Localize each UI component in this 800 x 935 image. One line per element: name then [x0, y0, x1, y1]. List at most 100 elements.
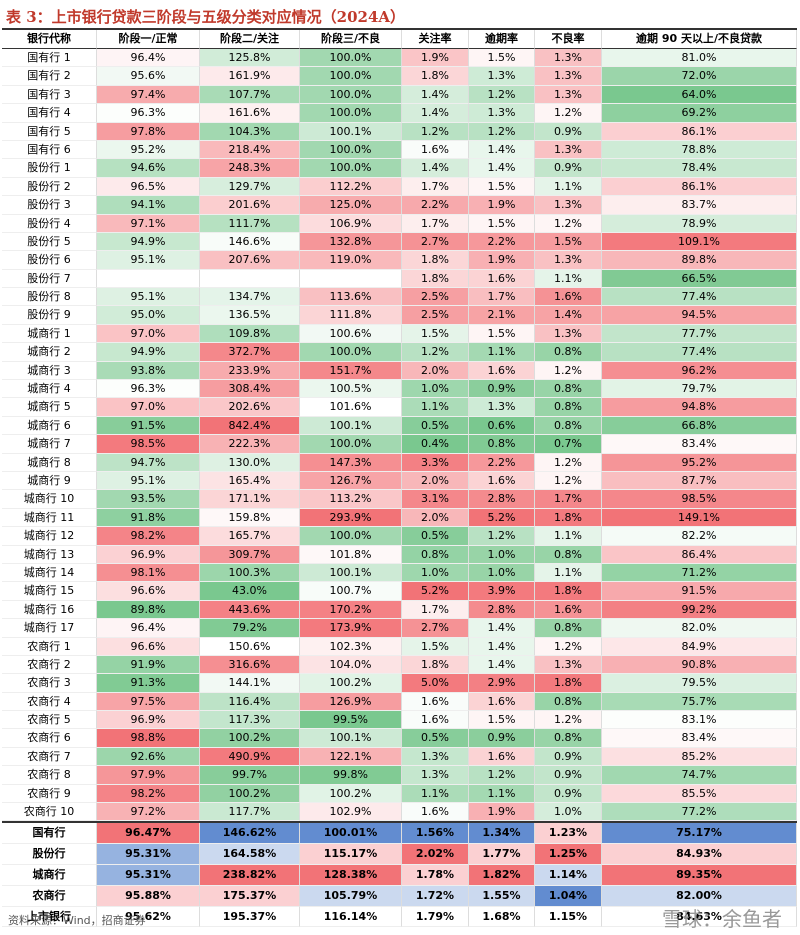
value-cell: 100.01%: [300, 823, 402, 845]
value-cell: 1.25%: [535, 844, 602, 865]
value-cell: 0.9%: [469, 380, 535, 399]
data-row: 农商行 10 97.2% 117.7% 102.9% 1.6% 1.9% 1.0% 77.2%: [2, 803, 797, 822]
bank-name: 股份行 2: [2, 177, 97, 197]
value-cell: 1.4%: [469, 619, 535, 638]
bank-name: 农商行 7: [2, 747, 97, 767]
value-cell: 2.5%: [402, 306, 469, 325]
value-cell: 1.1%: [535, 563, 602, 583]
value-cell: 96.9%: [97, 711, 200, 730]
value-cell: 248.3%: [200, 159, 300, 178]
data-row: 城商行 7 98.5% 222.3% 100.0% 0.4% 0.8% 0.7% 83.4%: [2, 435, 797, 454]
value-cell: 85.5%: [602, 784, 797, 804]
value-cell: 2.8%: [469, 490, 535, 509]
value-cell: 2.9%: [469, 674, 535, 693]
value-cell: 100.0%: [300, 104, 402, 123]
bank-name: 农商行 10: [2, 803, 97, 822]
value-cell: 0.8%: [535, 398, 602, 417]
value-cell: 1.3%: [402, 747, 469, 767]
value-cell: 1.1%: [402, 784, 469, 804]
value-cell: 0.7%: [535, 435, 602, 454]
value-cell: 100.3%: [200, 563, 300, 583]
value-cell: 98.8%: [97, 729, 200, 748]
data-row: 股份行 3 94.1% 201.6% 125.0% 2.2% 1.9% 1.3% 83.7%: [2, 196, 797, 215]
value-cell: 89.8%: [97, 600, 200, 620]
value-cell: 94.9%: [97, 343, 200, 362]
value-cell: 97.5%: [97, 692, 200, 712]
value-cell: 1.34%: [469, 823, 535, 845]
value-cell: 161.6%: [200, 104, 300, 123]
value-cell: 100.0%: [300, 343, 402, 362]
bank-name: 城商行 10: [2, 490, 97, 509]
value-cell: 99.8%: [300, 766, 402, 785]
bank-name: 股份行 3: [2, 196, 97, 215]
value-cell: 2.1%: [469, 306, 535, 325]
value-cell: 1.0%: [469, 545, 535, 564]
value-cell: 1.6%: [469, 747, 535, 767]
value-cell: 97.0%: [97, 398, 200, 417]
value-cell: 101.6%: [300, 398, 402, 417]
summary-row: 股份行 95.31% 164.58% 115.17% 2.02% 1.77% 1.25% 84…: [2, 844, 797, 865]
bank-name: 股份行: [2, 844, 97, 865]
value-cell: 129.7%: [200, 177, 300, 197]
value-cell: 1.6%: [402, 803, 469, 822]
value-cell: 175.37%: [200, 885, 300, 907]
value-cell: 96.2%: [602, 361, 797, 381]
value-cell: 1.3%: [535, 324, 602, 344]
value-cell: 86.1%: [602, 177, 797, 197]
value-cell: 97.8%: [97, 122, 200, 141]
value-cell: 1.3%: [535, 49, 602, 68]
value-cell: 96.6%: [97, 582, 200, 601]
value-cell: 85.2%: [602, 747, 797, 767]
value-cell: 1.4%: [469, 159, 535, 178]
value-cell: 0.8%: [535, 619, 602, 638]
bank-name: 农商行 2: [2, 655, 97, 675]
value-cell: 98.2%: [97, 527, 200, 546]
value-cell: 1.1%: [469, 784, 535, 804]
value-cell: 1.8%: [535, 674, 602, 693]
value-cell: 130.0%: [200, 453, 300, 472]
value-cell: 2.02%: [402, 844, 469, 865]
value-cell: 136.5%: [200, 306, 300, 325]
value-cell: 99.7%: [200, 766, 300, 785]
data-row: 城商行 17 96.4% 79.2% 173.9% 2.7% 1.4% 0.8% 82.0%: [2, 619, 797, 638]
value-cell: 107.7%: [200, 85, 300, 105]
value-cell: 66.5%: [602, 269, 797, 289]
source-note: 资料来源：Wind，招商证券: [8, 914, 146, 927]
value-cell: 1.7%: [469, 288, 535, 307]
value-cell: 1.6%: [535, 600, 602, 620]
value-cell: 79.7%: [602, 380, 797, 399]
value-cell: 0.9%: [535, 784, 602, 804]
bank-name: 国有行 5: [2, 122, 97, 141]
value-cell: 98.2%: [97, 784, 200, 804]
value-cell: 1.2%: [402, 343, 469, 362]
value-cell: 151.7%: [300, 361, 402, 381]
value-cell: 5.2%: [469, 508, 535, 528]
value-cell: 77.4%: [602, 288, 797, 307]
value-cell: 100.0%: [300, 140, 402, 160]
value-cell: 96.4%: [97, 619, 200, 638]
value-cell: 100.0%: [300, 159, 402, 178]
value-cell: 1.1%: [535, 177, 602, 197]
value-cell: 1.8%: [535, 582, 602, 601]
value-cell: 0.8%: [535, 692, 602, 712]
value-cell: 84.9%: [602, 637, 797, 656]
value-cell: 1.8%: [402, 67, 469, 86]
value-cell: 195.37%: [200, 906, 300, 928]
bank-name: 国有行 1: [2, 49, 97, 68]
value-cell: 1.5%: [469, 49, 535, 68]
value-cell: 91.9%: [97, 655, 200, 675]
value-cell: 0.6%: [469, 416, 535, 436]
value-cell: 1.0%: [469, 563, 535, 583]
value-cell: 293.9%: [300, 508, 402, 528]
data-row: 城商行 15 96.6% 43.0% 100.7% 5.2% 3.9% 1.8% 91.5%: [2, 582, 797, 601]
data-row: 城商行 4 96.3% 308.4% 100.5% 1.0% 0.9% 0.8% 79.7%: [2, 380, 797, 399]
value-cell: 1.5%: [402, 324, 469, 344]
value-cell: 95.31%: [97, 844, 200, 865]
value-cell: 0.8%: [402, 545, 469, 564]
value-cell: 134.7%: [200, 288, 300, 307]
value-cell: 2.7%: [402, 619, 469, 638]
value-cell: 238.82%: [200, 865, 300, 886]
bank-name: 城商行 4: [2, 380, 97, 399]
value-cell: 75.17%: [602, 823, 797, 845]
value-cell: 106.9%: [300, 214, 402, 233]
